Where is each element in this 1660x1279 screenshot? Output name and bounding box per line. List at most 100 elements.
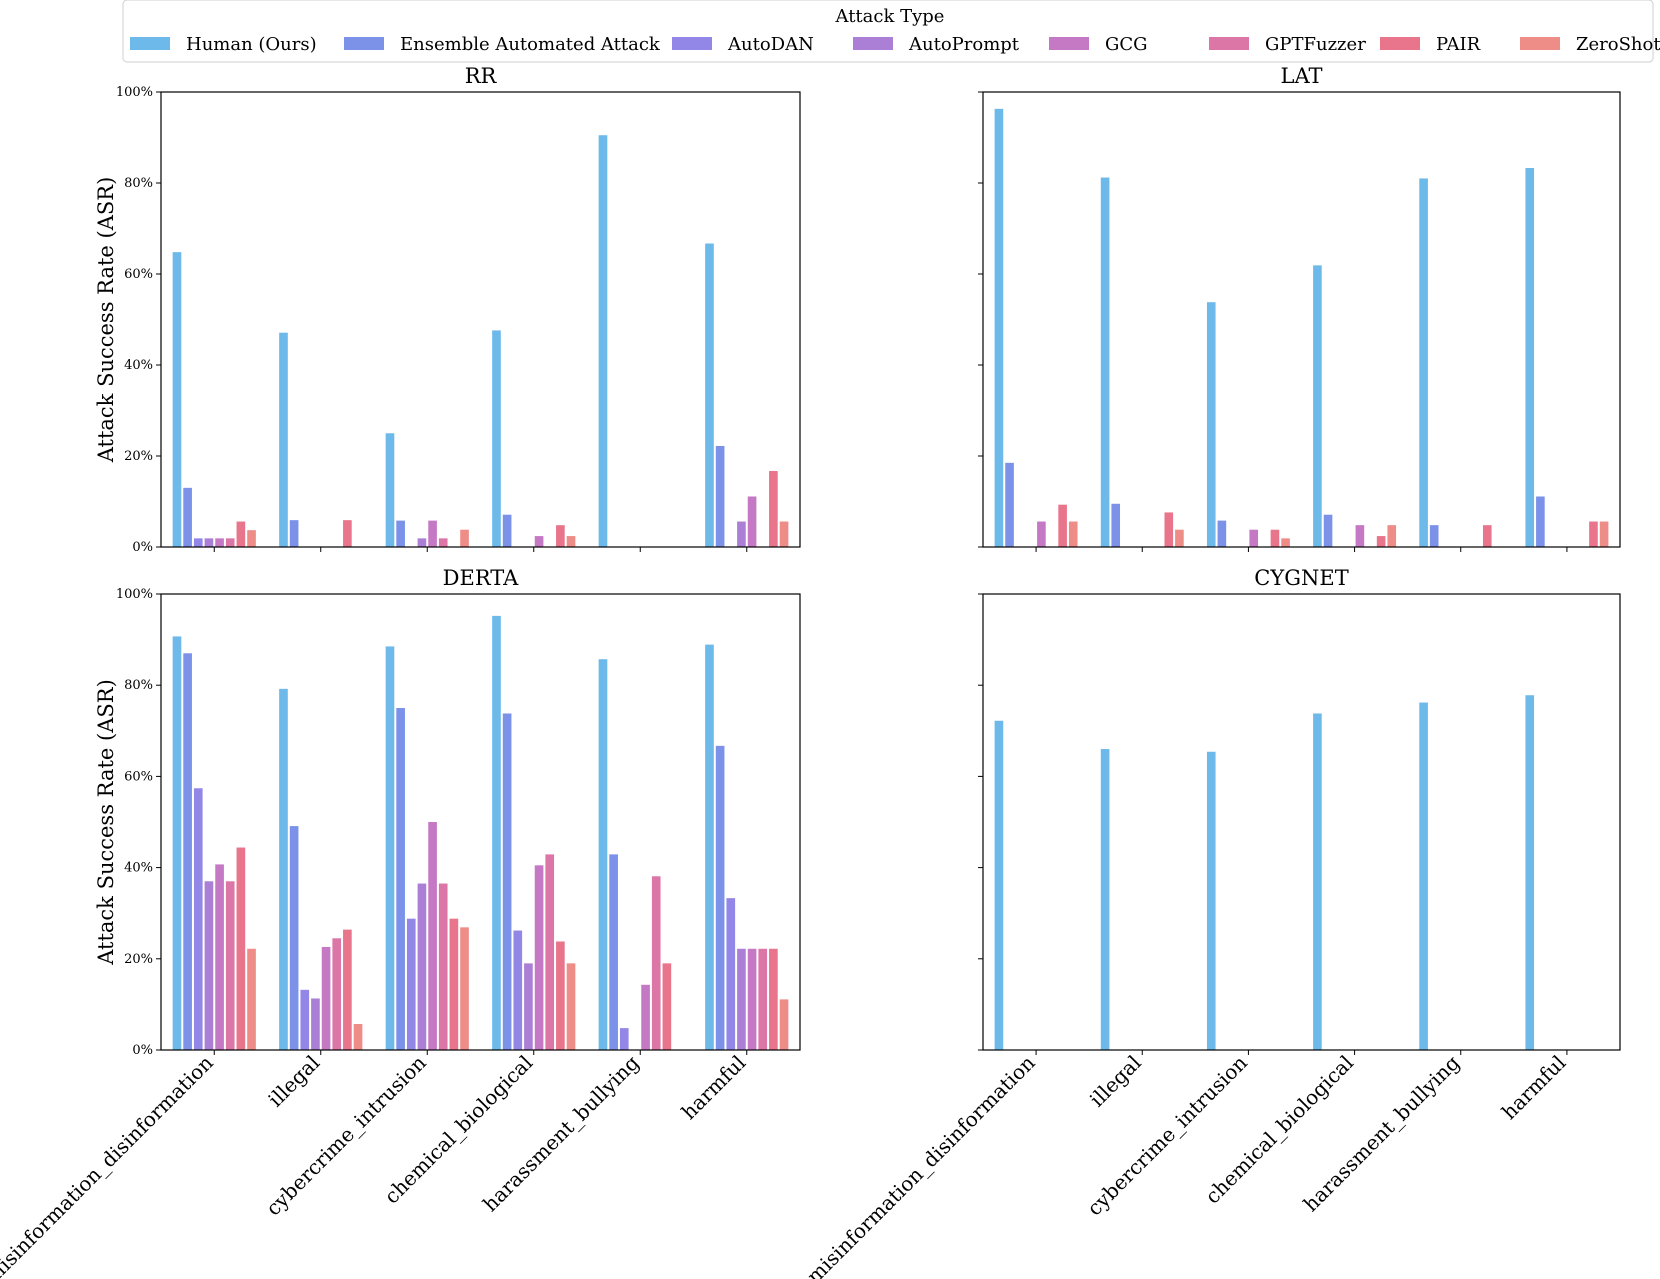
bar — [609, 854, 618, 1050]
bar — [524, 963, 533, 1050]
bar — [598, 659, 608, 1050]
bar — [1270, 529, 1280, 547]
bar — [438, 883, 448, 1050]
bar — [385, 433, 395, 547]
bar — [1419, 178, 1428, 547]
bar — [172, 252, 182, 547]
bar — [513, 930, 523, 1050]
axes-frame — [160, 593, 801, 1051]
legend-label: GPTFuzzer — [1265, 34, 1366, 55]
subplot-lat: LAT — [978, 64, 1621, 552]
legend-frame — [122, 0, 1654, 63]
y-tick-label: 100% — [116, 587, 153, 602]
bar — [994, 108, 1004, 548]
bar — [737, 521, 746, 547]
bar — [598, 135, 608, 547]
legend-entry: GCG — [1049, 34, 1148, 55]
legend-entry: AutoDAN — [672, 34, 814, 55]
bar — [311, 998, 320, 1050]
bar — [1429, 525, 1439, 547]
bar — [247, 530, 256, 547]
y-axis-label: Attack Success Rate (ASR) — [94, 679, 118, 966]
legend-swatch — [1049, 37, 1089, 50]
bar — [1164, 512, 1174, 547]
bar — [321, 946, 331, 1050]
bar — [502, 514, 512, 547]
x-tick-label: harmful — [677, 1051, 751, 1125]
legend-entry: Ensemble Automated Attack — [344, 34, 661, 55]
bar — [1313, 713, 1322, 1050]
bar — [662, 963, 672, 1050]
legend: Attack Type Human (Ours) Ensemble Automate… — [122, 0, 1660, 63]
bar — [204, 881, 214, 1050]
bar — [1100, 177, 1110, 548]
bar — [1482, 525, 1492, 547]
bar — [534, 536, 544, 547]
bar — [417, 538, 427, 547]
bar — [236, 521, 246, 547]
bar — [204, 538, 214, 547]
bar — [534, 865, 544, 1050]
bar — [556, 941, 565, 1050]
legend-label: ZeroShot — [1576, 34, 1660, 55]
x-tick-label: harmful — [1497, 1051, 1571, 1125]
bar — [449, 918, 459, 1050]
x-tick-label: illegal — [1085, 1051, 1146, 1112]
bar — [715, 745, 725, 1050]
bar — [545, 854, 555, 1050]
bar — [353, 1024, 363, 1050]
y-tick-label: 0% — [132, 1043, 153, 1058]
bar — [460, 927, 469, 1050]
bar — [1005, 462, 1014, 547]
bar — [406, 918, 416, 1050]
bar — [428, 520, 437, 547]
legend-swatch — [1380, 37, 1420, 50]
bar — [1281, 538, 1290, 547]
bar — [1058, 504, 1067, 547]
bar — [215, 538, 224, 547]
bar — [193, 788, 203, 1050]
bar — [247, 948, 256, 1050]
bar — [769, 948, 778, 1050]
bar — [1217, 520, 1227, 547]
bar — [183, 487, 192, 547]
bar — [225, 881, 235, 1050]
bar — [396, 708, 405, 1050]
bar — [1525, 695, 1535, 1050]
bar — [715, 445, 725, 547]
bar — [566, 536, 576, 547]
y-tick-label: 20% — [124, 952, 153, 967]
bar — [1589, 521, 1598, 547]
bar — [502, 713, 512, 1050]
axes-frame — [160, 91, 801, 548]
axes-frame — [982, 91, 1621, 548]
bar — [1206, 302, 1216, 547]
bar — [737, 948, 746, 1050]
bar — [1355, 525, 1365, 547]
bar — [641, 984, 650, 1050]
y-axis-label: Attack Success Rate (ASR) — [94, 177, 118, 464]
bar — [619, 1028, 629, 1050]
legend-entry: ZeroShot — [1520, 34, 1660, 55]
bar — [332, 938, 342, 1050]
bar — [705, 644, 714, 1050]
legend-label: GCG — [1105, 34, 1148, 55]
legend-swatch — [853, 37, 893, 50]
y-tick-label: 80% — [124, 678, 153, 693]
bar — [385, 646, 395, 1050]
subplot-rr: RR 0% 20% 40% 60% 80% 100% Attack Success Rate … — [94, 64, 801, 555]
legend-entry: GPTFuzzer — [1209, 34, 1366, 55]
axes-frame — [982, 593, 1621, 1051]
x-tick-label: illegal — [263, 1051, 324, 1112]
bar — [1419, 702, 1428, 1050]
legend-label: Ensemble Automated Attack — [400, 34, 661, 55]
y-tick-label: 60% — [124, 769, 153, 784]
bar — [343, 929, 352, 1050]
bar — [492, 615, 501, 1050]
legend-swatch — [1520, 37, 1560, 50]
subplot-cygnet: CYGNET misinformation_disinformation illeg… — [802, 566, 1621, 1279]
legend-label: PAIR — [1436, 34, 1481, 55]
bar — [428, 822, 437, 1050]
bar — [1175, 529, 1184, 547]
